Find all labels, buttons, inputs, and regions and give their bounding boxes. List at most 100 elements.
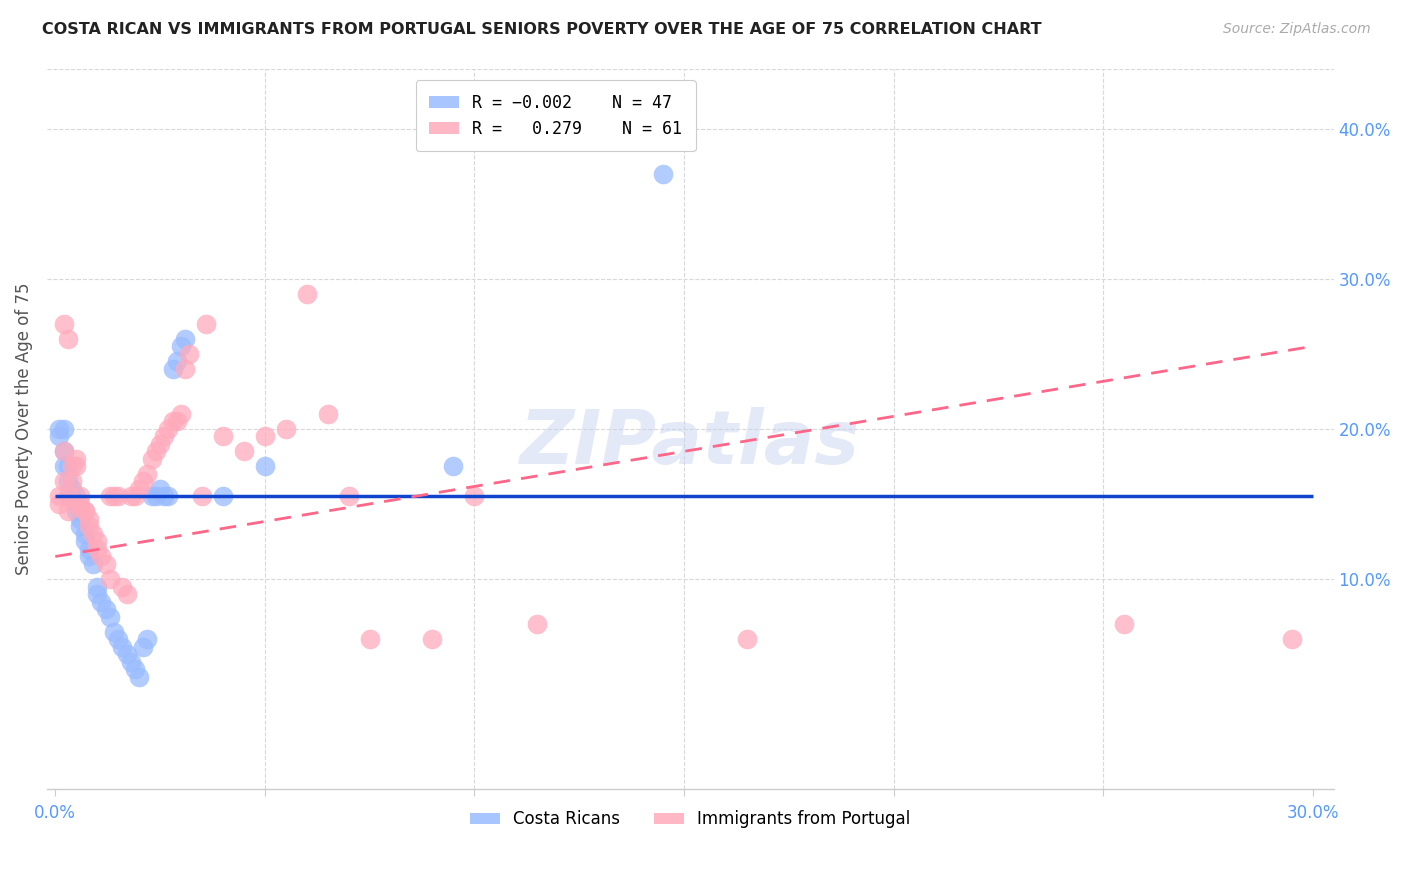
Text: ZIPatlas: ZIPatlas	[520, 407, 860, 480]
Point	[82, 527, 104, 541]
Point	[132, 640, 155, 654]
Point	[60, 459, 83, 474]
Point	[174, 332, 197, 346]
Point	[295, 286, 318, 301]
Point	[65, 504, 87, 518]
Point	[111, 580, 134, 594]
Point	[103, 490, 125, 504]
Point	[1281, 632, 1303, 646]
Point	[52, 444, 75, 458]
Point	[652, 167, 675, 181]
Point	[103, 624, 125, 639]
Point	[52, 422, 75, 436]
Point	[52, 459, 75, 474]
Point	[443, 459, 465, 474]
Point	[65, 490, 87, 504]
Point	[73, 534, 96, 549]
Point	[149, 437, 172, 451]
Point	[232, 444, 254, 458]
Text: Source: ZipAtlas.com: Source: ZipAtlas.com	[1223, 22, 1371, 37]
Point	[526, 617, 548, 632]
Point	[77, 519, 100, 533]
Point	[52, 475, 75, 489]
Point	[69, 519, 91, 533]
Point	[56, 475, 79, 489]
Point	[56, 490, 79, 504]
Point	[56, 490, 79, 504]
Point	[94, 602, 117, 616]
Point	[65, 451, 87, 466]
Point	[48, 497, 70, 511]
Point	[145, 490, 167, 504]
Point	[145, 444, 167, 458]
Point	[107, 490, 129, 504]
Point	[77, 549, 100, 564]
Point	[120, 490, 142, 504]
Point	[195, 317, 218, 331]
Point	[149, 482, 172, 496]
Point	[157, 490, 180, 504]
Point	[359, 632, 381, 646]
Point	[174, 361, 197, 376]
Point	[132, 475, 155, 489]
Point	[128, 482, 150, 496]
Point	[115, 647, 138, 661]
Point	[141, 451, 163, 466]
Point	[60, 490, 83, 504]
Point	[316, 407, 339, 421]
Point	[274, 422, 297, 436]
Point	[69, 512, 91, 526]
Point	[90, 594, 112, 608]
Point	[73, 504, 96, 518]
Point	[82, 557, 104, 571]
Point	[136, 632, 159, 646]
Point	[136, 467, 159, 481]
Legend: Costa Ricans, Immigrants from Portugal: Costa Ricans, Immigrants from Portugal	[464, 804, 917, 835]
Point	[86, 580, 108, 594]
Point	[153, 490, 176, 504]
Point	[69, 497, 91, 511]
Point	[115, 587, 138, 601]
Point	[124, 490, 146, 504]
Point	[253, 459, 276, 474]
Point	[153, 429, 176, 443]
Point	[94, 557, 117, 571]
Point	[86, 541, 108, 556]
Point	[212, 429, 235, 443]
Point	[253, 429, 276, 443]
Point	[1112, 617, 1135, 632]
Point	[56, 504, 79, 518]
Point	[86, 587, 108, 601]
Point	[48, 490, 70, 504]
Point	[77, 541, 100, 556]
Point	[48, 429, 70, 443]
Point	[65, 459, 87, 474]
Point	[60, 482, 83, 496]
Point	[73, 527, 96, 541]
Point	[463, 490, 485, 504]
Point	[422, 632, 444, 646]
Point	[124, 662, 146, 676]
Point	[98, 490, 121, 504]
Point	[170, 407, 193, 421]
Point	[212, 490, 235, 504]
Point	[191, 490, 214, 504]
Point	[52, 444, 75, 458]
Point	[65, 497, 87, 511]
Point	[735, 632, 758, 646]
Point	[98, 609, 121, 624]
Point	[179, 347, 201, 361]
Point	[52, 317, 75, 331]
Point	[141, 490, 163, 504]
Point	[60, 475, 83, 489]
Point	[98, 572, 121, 586]
Point	[162, 361, 184, 376]
Point	[73, 504, 96, 518]
Point	[56, 459, 79, 474]
Point	[162, 414, 184, 428]
Point	[128, 670, 150, 684]
Point	[77, 512, 100, 526]
Point	[65, 497, 87, 511]
Point	[157, 422, 180, 436]
Point	[111, 640, 134, 654]
